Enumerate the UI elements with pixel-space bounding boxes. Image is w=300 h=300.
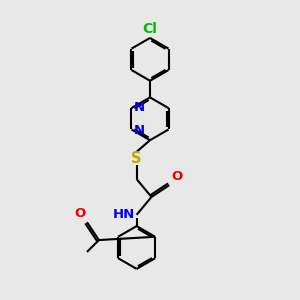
- Text: O: O: [171, 170, 183, 183]
- Text: S: S: [131, 151, 142, 166]
- Text: O: O: [74, 207, 86, 220]
- Text: N: N: [134, 101, 145, 114]
- Text: HN: HN: [113, 208, 135, 221]
- Text: Cl: Cl: [142, 22, 158, 36]
- Text: N: N: [134, 124, 145, 136]
